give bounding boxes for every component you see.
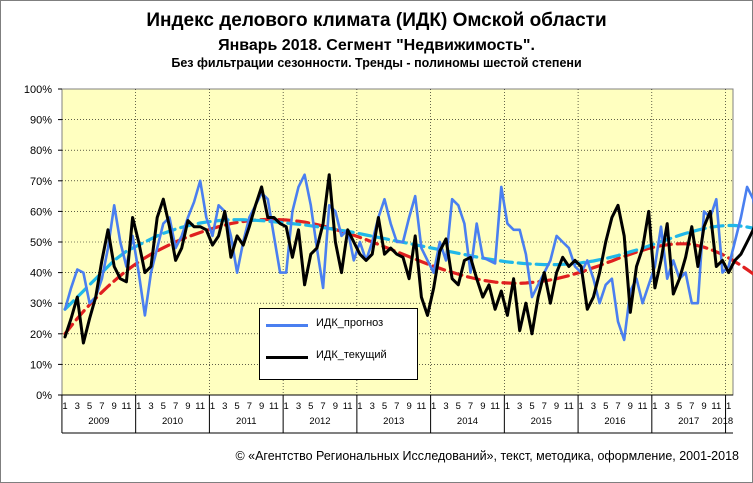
- month-tick-label: 1: [726, 401, 731, 412]
- series-lines: [63, 173, 753, 345]
- month-tick-label: 1: [505, 401, 510, 412]
- month-tick-label: 3: [370, 401, 375, 412]
- legend-label-forecast: ИДК_прогноз: [316, 317, 384, 329]
- month-tick-label: 1: [210, 401, 215, 412]
- y-tick-label: 60%: [30, 206, 52, 218]
- month-tick-label: 7: [542, 401, 547, 412]
- month-tick-label: 5: [161, 401, 166, 412]
- month-tick-label: 11: [490, 401, 500, 412]
- year-label: 2013: [383, 416, 404, 427]
- month-tick-label: 7: [394, 401, 399, 412]
- year-label: 2018: [712, 416, 733, 427]
- month-tick-label: 7: [615, 401, 620, 412]
- month-tick-label: 7: [468, 401, 473, 412]
- month-tick-label: 1: [357, 401, 362, 412]
- month-tick-label: 11: [343, 401, 353, 412]
- month-tick-label: 9: [406, 401, 411, 412]
- month-tick-label: 7: [247, 401, 252, 412]
- month-tick-label: 9: [112, 401, 117, 412]
- month-tick-label: 11: [195, 401, 205, 412]
- month-tick-label: 3: [443, 401, 448, 412]
- month-tick-label: 11: [711, 401, 721, 412]
- y-axis: 0% 10% 20% 30% 40% 50% 60% 70% 80% 90% 100%: [24, 84, 62, 402]
- month-tick-label: 9: [628, 401, 633, 412]
- month-tick-label: 7: [99, 401, 104, 412]
- legend: ИДК_прогноз ИДК_текущий: [259, 308, 418, 380]
- month-tick-label: 11: [638, 401, 648, 412]
- year-label: 2015: [531, 416, 552, 427]
- year-label: 2014: [457, 416, 478, 427]
- month-tick-label: 5: [603, 401, 608, 412]
- month-tick-label: 3: [591, 401, 596, 412]
- month-tick-label: 11: [564, 401, 574, 412]
- y-tick-label: 30%: [30, 298, 52, 310]
- month-tick-label: 1: [652, 401, 657, 412]
- copyright-text: © «Агентство Региональных Исследований»,…: [235, 449, 739, 463]
- month-tick-label: 5: [308, 401, 313, 412]
- month-tick-label: 5: [456, 401, 461, 412]
- month-tick-label: 5: [234, 401, 239, 412]
- month-tick-label: 9: [259, 401, 264, 412]
- month-tick-label: 1: [431, 401, 436, 412]
- month-tick-label: 3: [517, 401, 522, 412]
- month-tick-label: 5: [382, 401, 387, 412]
- month-tick-label: 9: [701, 401, 706, 412]
- month-tick-label: 9: [480, 401, 485, 412]
- month-tick-label: 1: [136, 401, 141, 412]
- y-tick-label: 90%: [30, 115, 52, 127]
- y-tick-label: 70%: [30, 176, 52, 188]
- y-tick-label: 40%: [30, 268, 52, 280]
- y-tick-label: 100%: [24, 84, 52, 96]
- year-label: 2016: [604, 416, 625, 427]
- chart-subtitle: Январь 2018. Сегмент "Недвижимость".: [218, 37, 535, 54]
- y-tick-label: 80%: [30, 145, 52, 157]
- y-tick-label: 20%: [30, 329, 52, 341]
- y-tick-label: 0%: [36, 390, 52, 402]
- month-tick-label: 9: [333, 401, 338, 412]
- month-tick-label: 7: [173, 401, 178, 412]
- month-tick-label: 11: [269, 401, 279, 412]
- month-tick-label: 1: [284, 401, 289, 412]
- y-tick-label: 10%: [30, 359, 52, 371]
- month-tick-label: 9: [554, 401, 559, 412]
- chart-note: Без фильтрации сезонности. Тренды - поли…: [171, 56, 582, 70]
- month-tick-label: 5: [87, 401, 92, 412]
- year-label: 2010: [162, 416, 183, 427]
- legend-label-current: ИДК_текущий: [316, 349, 387, 361]
- gridlines: [62, 89, 733, 395]
- y-tick-label: 50%: [30, 237, 52, 249]
- year-label: 2012: [309, 416, 330, 427]
- month-tick-label: 5: [677, 401, 682, 412]
- month-tick-label: 3: [665, 401, 670, 412]
- month-tick-label: 5: [529, 401, 534, 412]
- month-tick-label: 3: [222, 401, 227, 412]
- month-tick-label: 3: [75, 401, 80, 412]
- month-tick-label: 9: [185, 401, 190, 412]
- month-tick-label: 3: [148, 401, 153, 412]
- legend-swatch-current: [266, 356, 308, 359]
- year-label: 2017: [678, 416, 699, 427]
- month-tick-label: 1: [579, 401, 584, 412]
- month-tick-label: 1: [62, 401, 67, 412]
- year-label: 2009: [88, 416, 109, 427]
- legend-swatch-forecast: [266, 324, 308, 327]
- month-tick-label: 3: [296, 401, 301, 412]
- month-tick-label: 11: [416, 401, 426, 412]
- month-tick-label: 7: [689, 401, 694, 412]
- series-line-current: [63, 173, 753, 345]
- chart-title: Индекс делового климата (ИДК) Омской обл…: [146, 10, 607, 31]
- month-tick-label: 7: [320, 401, 325, 412]
- trend-line-current: [63, 217, 753, 336]
- month-tick-label: 11: [122, 401, 132, 412]
- year-label: 2011: [236, 416, 256, 427]
